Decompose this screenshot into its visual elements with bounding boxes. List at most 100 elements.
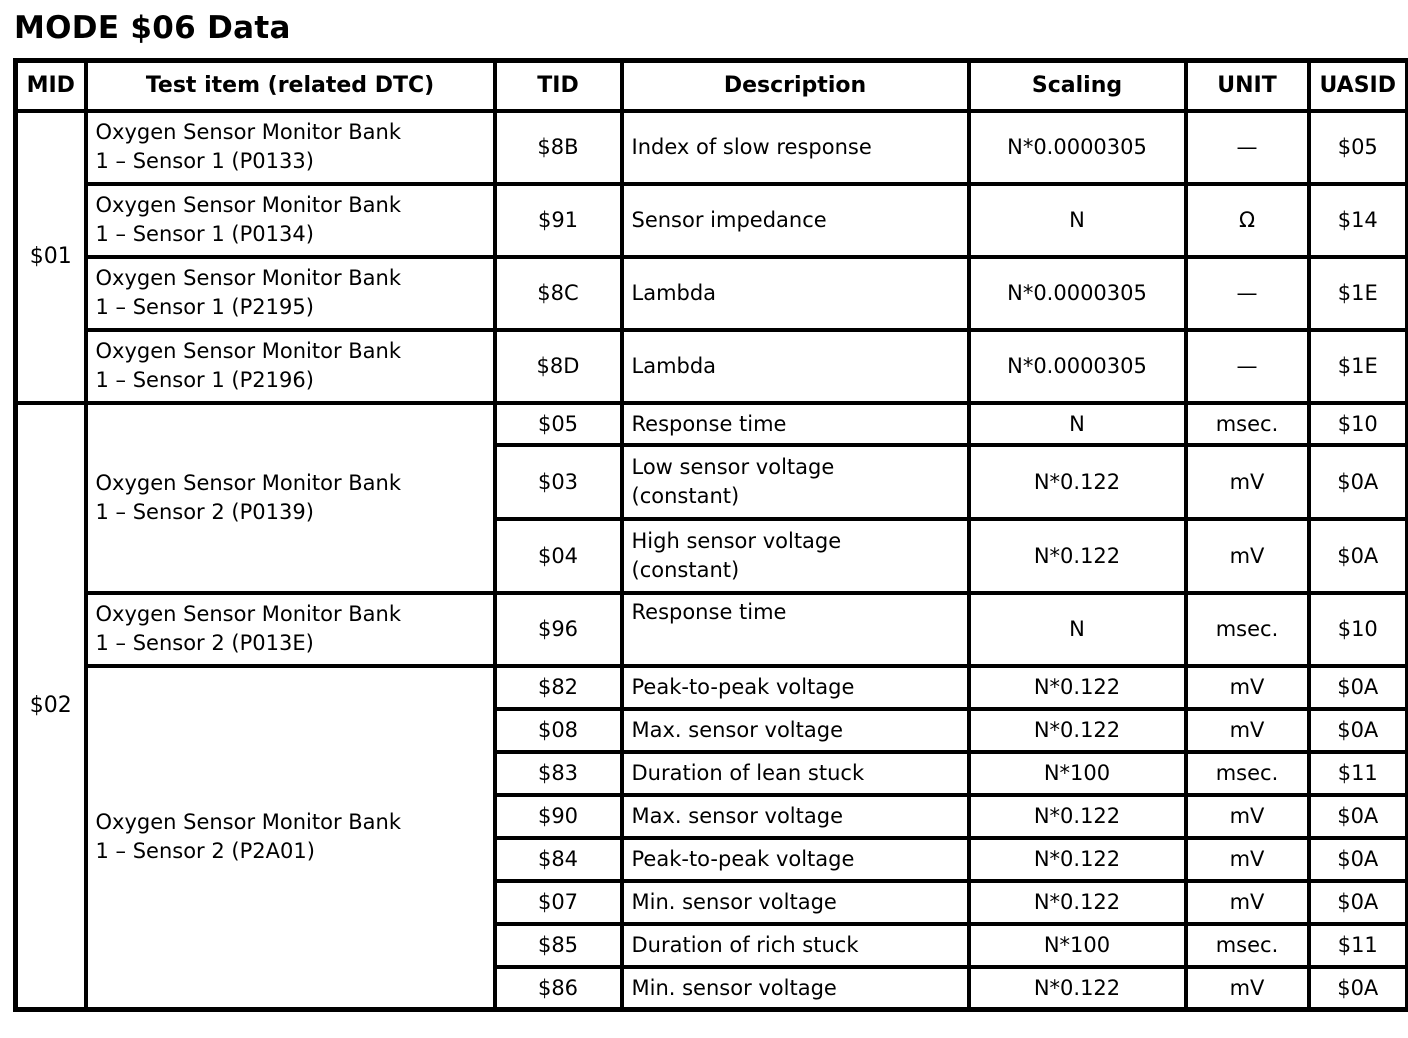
scaling-cell: N [966,400,1188,447]
test-item-cell: Oxygen Sensor Monitor Bank 1 – Sensor 2 … [83,663,497,1012]
uasid-cell: $11 [1306,921,1408,969]
uasid-cell: $05 [1306,108,1408,186]
unit-cell: mV [1183,663,1311,711]
tid-cell: $85 [492,921,624,969]
scaling-cell: N*0.122 [966,663,1188,711]
test-item-cell: Oxygen Sensor Monitor Bank 1 – Sensor 1 … [83,181,497,259]
description-cell: Duration of lean stuck [619,749,971,797]
scaling-cell: N*0.0000305 [966,254,1188,332]
test-item-cell: Oxygen Sensor Monitor Bank 1 – Sensor 2 … [83,400,497,595]
uasid-cell: $11 [1306,749,1408,797]
unit-cell: msec. [1183,590,1311,668]
description-cell: Min. sensor voltage [619,878,971,926]
tid-cell: $90 [492,792,624,840]
uasid-cell: $0A [1306,706,1408,754]
unit-cell: mV [1183,792,1311,840]
tid-cell: $96 [492,590,624,668]
uasid-cell: $0A [1306,516,1408,595]
description-cell: Response time [619,400,971,447]
tid-cell: $07 [492,878,624,926]
col-header-scaling: Scaling [966,58,1188,113]
unit-cell: mV [1183,516,1311,595]
description-cell: Index of slow response [619,108,971,186]
col-header-tid: TID [492,58,624,113]
table-row: Oxygen Sensor Monitor Bank 1 – Sensor 1 … [16,181,1408,259]
table-row: $90 Max. sensor voltage N*0.122 mV $0A [16,792,1408,840]
description-cell: Max. sensor voltage [619,706,971,754]
page-title: MODE $06 Data [14,10,291,46]
table-row: $01 Oxygen Sensor Monitor Bank 1 – Senso… [13,108,1408,405]
unit-cell: — [1183,108,1311,186]
description-cell: Min. sensor voltage [619,964,971,1012]
uasid-cell: $0A [1306,835,1408,883]
unit-cell: msec. [1183,921,1311,969]
col-header-description: Description [619,58,971,113]
uasid-cell: $10 [1306,400,1408,447]
unit-cell: — [1183,327,1311,405]
description-cell: Duration of rich stuck [619,921,971,969]
unit-cell: mV [1183,706,1311,754]
unit-cell: Ω [1183,181,1311,259]
col-header-mid: MID [13,58,88,113]
table-row: $02 Oxygen Sensor Monitor Bank 1 – Senso… [13,400,1408,1012]
tid-cell: $84 [492,835,624,883]
table-row: $86 Min. sensor voltage N*0.122 mV $0A [16,964,1408,1012]
tid-cell: $03 [492,442,624,521]
unit-cell: mV [1183,964,1311,1012]
uasid-cell: $1E [1306,327,1408,405]
scaling-cell: N*0.122 [966,516,1188,595]
tid-cell: $08 [492,706,624,754]
description-cell: Lambda [619,327,971,405]
uasid-cell: $0A [1306,442,1408,521]
uasid-cell: $0A [1306,964,1408,1012]
tid-cell: $04 [492,516,624,595]
table-row: Oxygen Sensor Monitor Bank 1 – Sensor 2 … [16,663,1408,1012]
tid-cell: $86 [492,964,624,1012]
tid-cell: $82 [492,663,624,711]
header-row: MID Test item (related DTC) TID Descript… [13,58,1408,113]
unit-cell: — [1183,254,1311,332]
test-item-cell: Oxygen Sensor Monitor Bank 1 – Sensor 2 … [83,590,497,668]
description-cell: Max. sensor voltage [619,792,971,840]
uasid-cell: $0A [1306,792,1408,840]
col-header-test-item: Test item (related DTC) [83,58,497,113]
uasid-cell: $10 [1306,590,1408,668]
col-header-unit: UNIT [1183,58,1311,113]
scaling-cell: N*0.0000305 [966,327,1188,405]
table-row: Oxygen Sensor Monitor Bank 1 – Sensor 1 … [16,327,1408,405]
scaling-cell: N*0.122 [966,964,1188,1012]
unit-cell: msec. [1183,749,1311,797]
scaling-cell: N*0.122 [966,442,1188,521]
description-cell: High sensor voltage (constant) [619,516,971,595]
table-row: Oxygen Sensor Monitor Bank 1 – Sensor 1 … [16,254,1408,332]
description-cell: Peak-to-peak voltage [619,663,971,711]
scaling-cell: N*0.0000305 [966,108,1188,186]
uasid-cell: $1E [1306,254,1408,332]
mode-06-table: MID Test item (related DTC) TID Descript… [13,58,1408,1012]
tid-cell: $8C [492,254,624,332]
tid-cell: $8D [492,327,624,405]
table-row: $07 Min. sensor voltage N*0.122 mV $0A [16,878,1408,926]
scaling-cell: N*0.122 [966,706,1188,754]
uasid-cell: $0A [1306,878,1408,926]
test-item-cell: Oxygen Sensor Monitor Bank 1 – Sensor 1 … [83,108,497,186]
table-row: $83 Duration of lean stuck N*100 msec. $… [16,749,1408,797]
scaling-cell: N*0.122 [966,878,1188,926]
description-cell: Lambda [619,254,971,332]
table-row: $85 Duration of rich stuck N*100 msec. $… [16,921,1408,969]
uasid-cell: $14 [1306,181,1408,259]
description-cell: Peak-to-peak voltage [619,835,971,883]
table-row: $03 Low sensor voltage (constant) N*0.12… [16,442,1408,521]
test-item-cell: Oxygen Sensor Monitor Bank 1 – Sensor 1 … [83,254,497,332]
description-cell: Low sensor voltage (constant) [619,442,971,521]
scaling-cell: N*100 [966,749,1188,797]
tid-cell: $91 [492,181,624,259]
description-cell: Response time [619,590,971,668]
unit-cell: mV [1183,835,1311,883]
table-row: Oxygen Sensor Monitor Bank 1 – Sensor 2 … [16,590,1408,668]
unit-cell: msec. [1183,400,1311,447]
test-item-cell: Oxygen Sensor Monitor Bank 1 – Sensor 1 … [83,327,497,405]
description-cell: Sensor impedance [619,181,971,259]
table-row: $08 Max. sensor voltage N*0.122 mV $0A [16,706,1408,754]
scaling-cell: N*0.122 [966,835,1188,883]
